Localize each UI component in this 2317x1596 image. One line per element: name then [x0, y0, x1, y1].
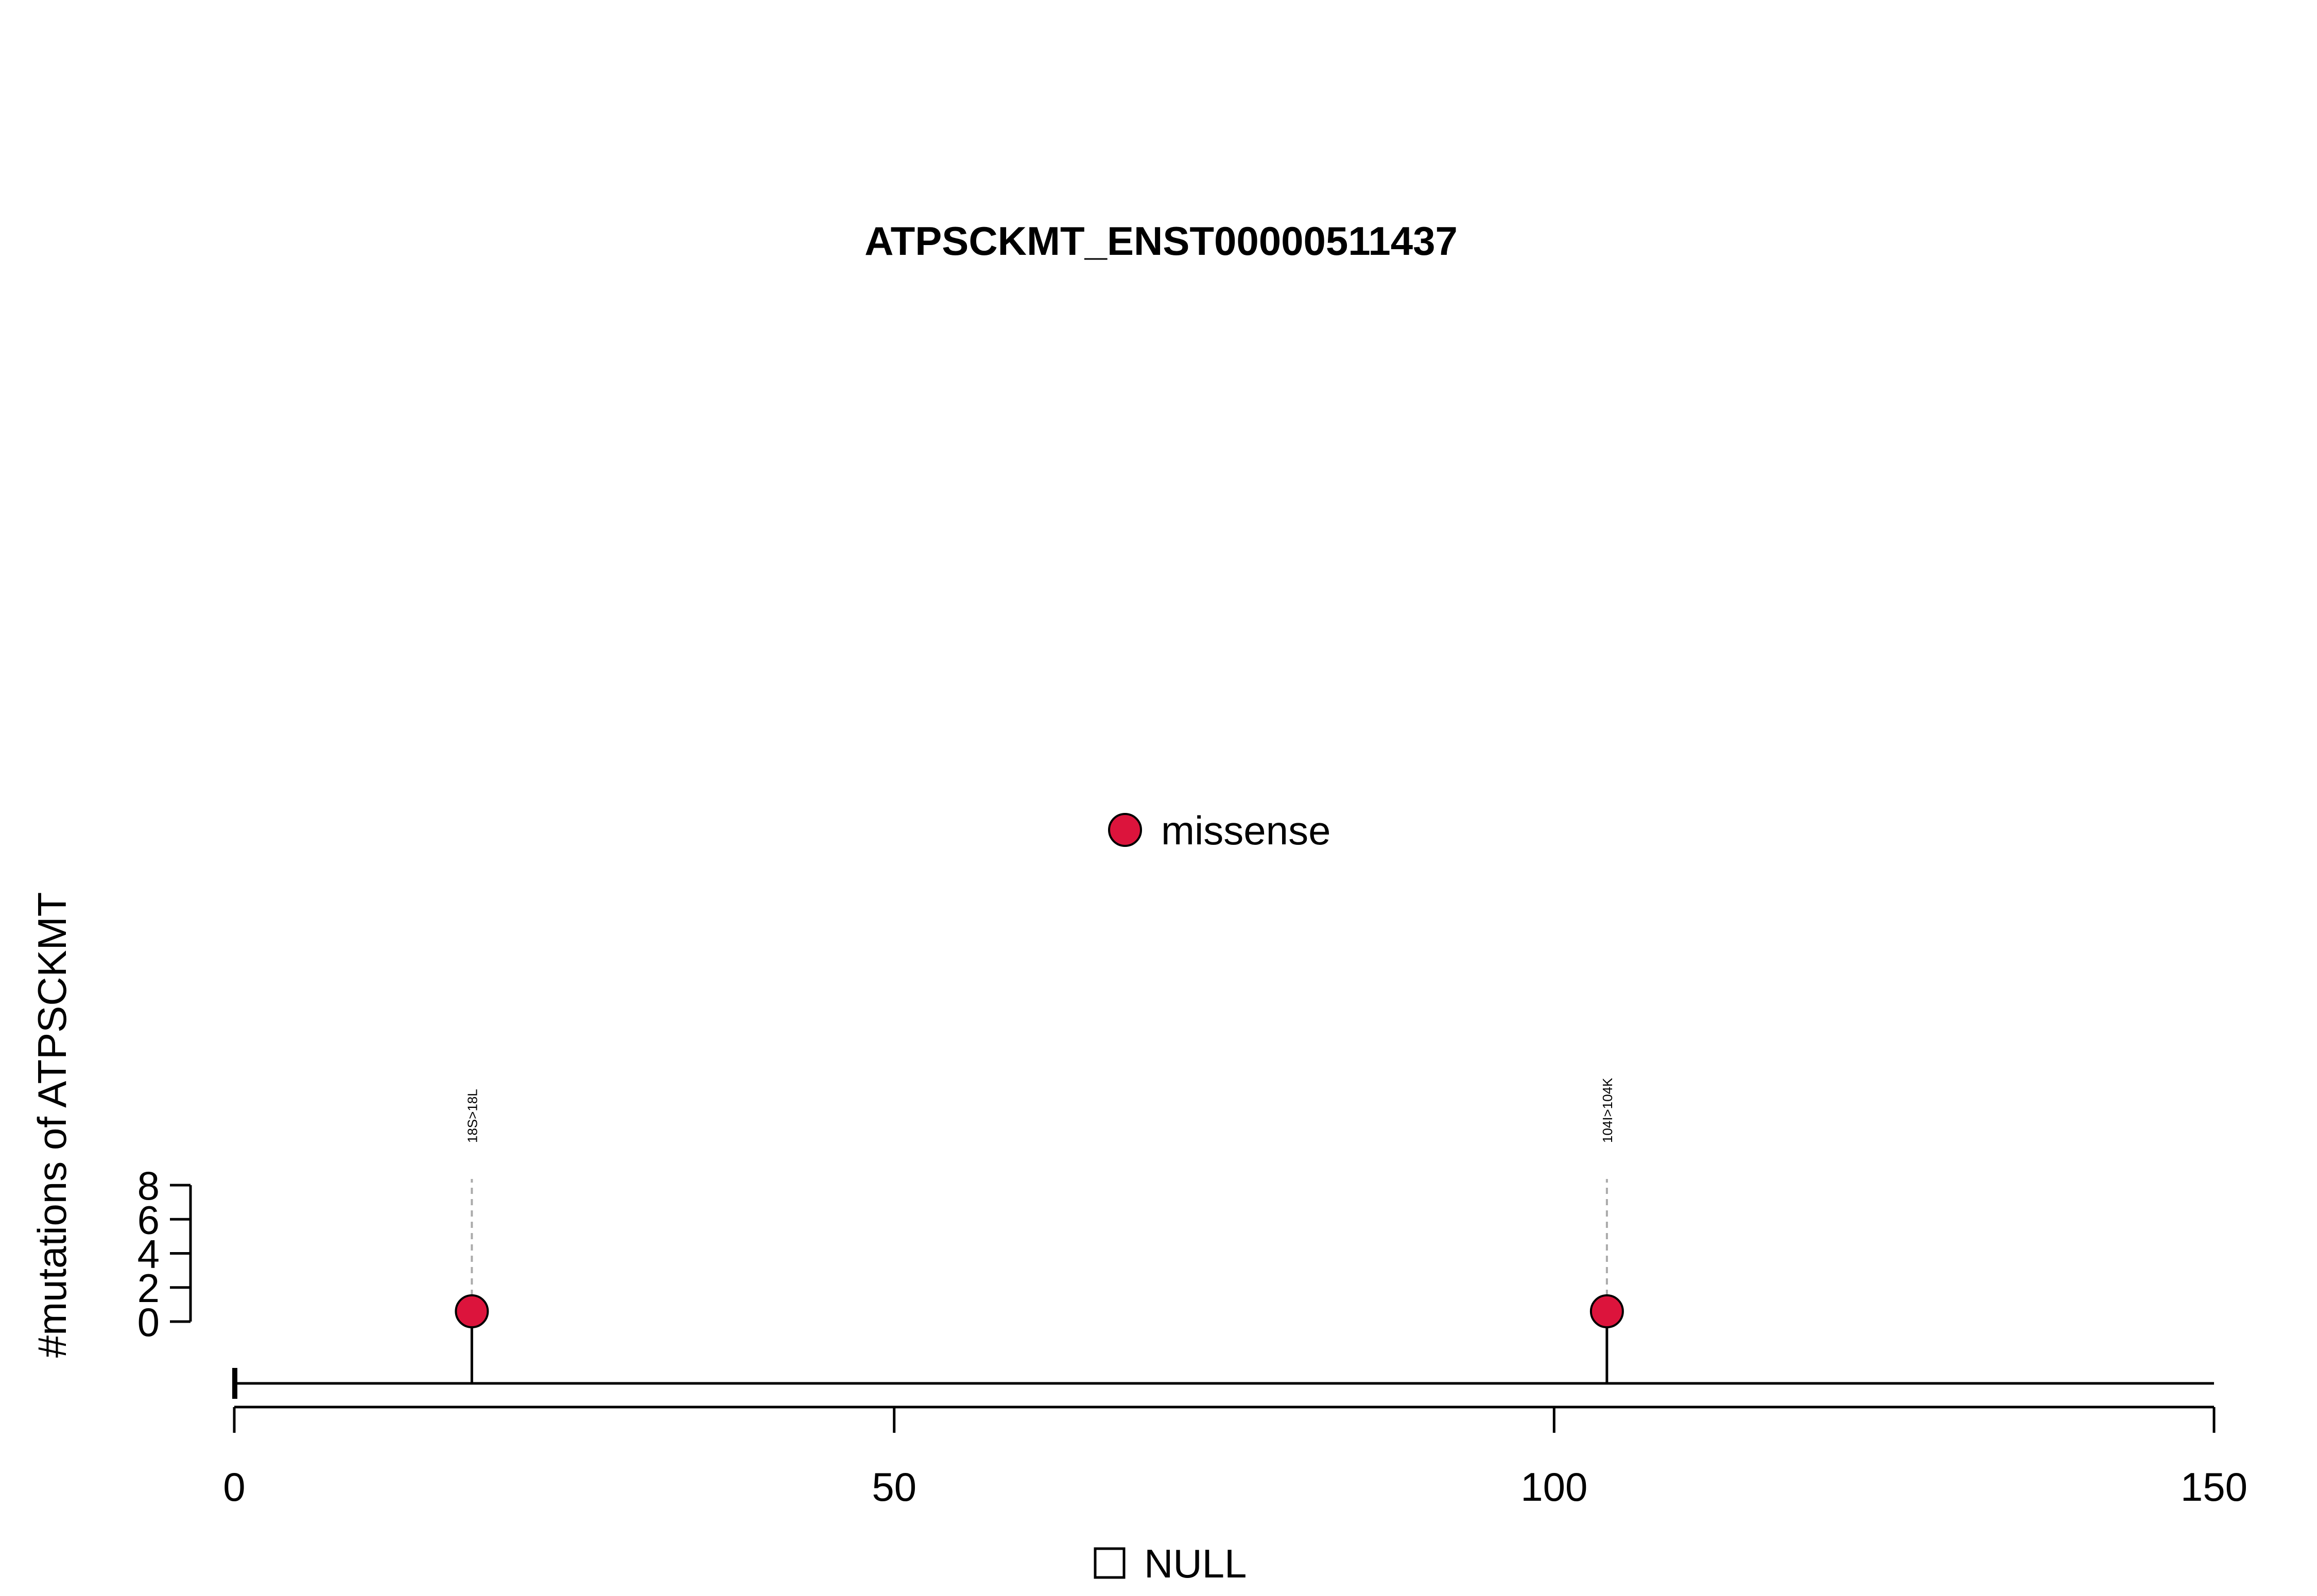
y-tick-label: 4	[137, 1231, 160, 1277]
mutation-label: 18S>18L	[464, 1089, 480, 1143]
y-tick-label: 2	[137, 1265, 160, 1311]
x-tick-label: 150	[2181, 1464, 2247, 1510]
y-tick-label: 8	[137, 1163, 160, 1208]
x-axis: 0 50 100 150	[223, 1406, 2247, 1510]
chart-title: ATPSCKMT_ENST00000511437	[864, 218, 1458, 264]
mutation-lollipops: 18S>18L 104I>104K	[455, 1078, 1624, 1383]
domain-legend: NULL	[1094, 1541, 1247, 1586]
mutation-head	[455, 1294, 489, 1328]
y-axis-label: #mutations of ATPSCKMT	[29, 892, 75, 1358]
y-tick-label: 0	[137, 1299, 160, 1345]
x-tick-label: 50	[872, 1464, 917, 1510]
y-tick-label: 6	[137, 1197, 160, 1242]
legend-missense-label: missense	[1161, 808, 1330, 853]
x-tick-label: 100	[1520, 1464, 1587, 1510]
x-axis-ticks: 0 50 100 150	[223, 1407, 2247, 1510]
mutation-label: 104I>104K	[1600, 1078, 1615, 1143]
x-tick-label: 0	[223, 1464, 245, 1510]
domain-legend-null-label: NULL	[1144, 1541, 1247, 1586]
legend-missense-marker	[1108, 813, 1142, 847]
legend: missense	[1108, 808, 1330, 853]
mutation-head	[1589, 1294, 1624, 1328]
domain-legend-null-swatch	[1094, 1547, 1126, 1579]
